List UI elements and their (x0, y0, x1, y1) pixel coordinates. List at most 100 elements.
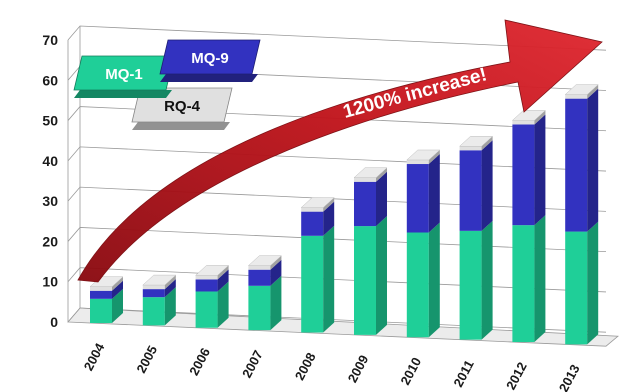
bar-front (195, 275, 218, 280)
y-tick-label: 20 (42, 233, 58, 249)
bar-side (481, 136, 493, 151)
x-tick-label: 2009 (345, 352, 372, 385)
bar-segment (565, 88, 599, 232)
bar-side (217, 281, 229, 328)
legend-swatch (73, 55, 175, 91)
bar-side (587, 88, 599, 232)
bar-front (301, 207, 324, 212)
y-tick-label: 70 (42, 32, 58, 48)
x-tick-label: 2012 (503, 360, 530, 392)
bar-segment (565, 221, 599, 345)
bar-segment (406, 154, 440, 233)
bar-segment (142, 287, 176, 326)
bar-segment (195, 269, 229, 292)
bar-side (270, 259, 282, 286)
bar-segment (354, 171, 387, 227)
bar-side (164, 279, 176, 298)
bar-segment (248, 259, 282, 286)
bar-side (428, 222, 440, 338)
bar-front (248, 265, 271, 270)
growth-arrow (77, 19, 603, 283)
bar-top (511, 110, 547, 121)
bar-segment (564, 84, 599, 99)
bar-front (406, 232, 429, 338)
bar-side (112, 288, 123, 323)
bar-segment (301, 201, 335, 236)
bar-top (247, 255, 283, 266)
bar-side (217, 265, 229, 280)
bar-front (354, 226, 376, 335)
bar-side (428, 149, 440, 165)
bar-front (354, 181, 376, 227)
bar-segment (459, 140, 493, 231)
bar-front (195, 291, 218, 328)
bar-segment (300, 197, 335, 212)
bar-front (248, 269, 271, 286)
bar-side (376, 171, 387, 227)
legend-item: MQ-9 (159, 39, 261, 82)
bar-segment (90, 280, 123, 299)
bar-front (90, 298, 112, 323)
bar-front (459, 146, 482, 151)
bar-side (323, 225, 335, 333)
bar-front (90, 286, 112, 291)
bar-top (564, 84, 599, 95)
legend-label: MQ-9 (191, 50, 229, 67)
bar-side (217, 269, 229, 292)
bar-front (565, 231, 588, 345)
bar-top (406, 149, 441, 161)
legend-label: RQ-4 (164, 98, 200, 115)
bar-top (300, 197, 335, 208)
y-tick-label: 50 (42, 113, 58, 129)
legend-label: MQ-1 (105, 66, 143, 83)
bar-front (512, 124, 535, 226)
bar-front (248, 285, 271, 331)
bar-segment (90, 288, 123, 323)
bar-front (406, 159, 429, 165)
bar-front (459, 230, 482, 340)
bar-segment (301, 225, 335, 333)
legend-swatch (159, 39, 261, 75)
x-tick-label: 2005 (133, 343, 160, 376)
bar-segment (512, 215, 546, 342)
bar-side (323, 201, 335, 236)
bar-side (164, 287, 176, 326)
y-tick-label: 60 (42, 72, 58, 88)
x-tick-label: 2011 (450, 358, 476, 390)
bar-top (353, 167, 388, 179)
bar-side (534, 215, 546, 342)
bar-front (512, 120, 535, 125)
bar-front (195, 279, 218, 292)
bar-front (565, 94, 588, 99)
bar-segment (142, 279, 176, 298)
x-tick-label: 2010 (397, 355, 424, 388)
bar-front (142, 297, 165, 326)
bar-front (406, 164, 429, 233)
legend-swatch-edge (74, 90, 172, 98)
bar-front (354, 177, 376, 182)
bar-side (270, 255, 282, 270)
bar-top (142, 274, 177, 286)
bar-segment (511, 110, 547, 125)
bar-segment (354, 216, 387, 335)
bar-side (112, 276, 123, 291)
y-tick-label: 30 (42, 193, 58, 209)
bar-side (587, 221, 599, 345)
bar-side (534, 110, 546, 125)
bar-top (458, 136, 494, 147)
bar-segment (142, 274, 177, 290)
bar-side (323, 197, 335, 212)
bar-side (270, 275, 282, 331)
bar-side (376, 167, 387, 182)
bar-front (142, 289, 165, 298)
bar-segment (406, 222, 440, 338)
bar-front (301, 211, 324, 236)
bar-segment (458, 136, 494, 151)
x-tick-label: 2008 (292, 350, 319, 383)
bar-side (164, 275, 176, 290)
bar-front (301, 235, 324, 333)
bar-side (112, 280, 123, 299)
legend-swatch-edge (132, 122, 230, 130)
